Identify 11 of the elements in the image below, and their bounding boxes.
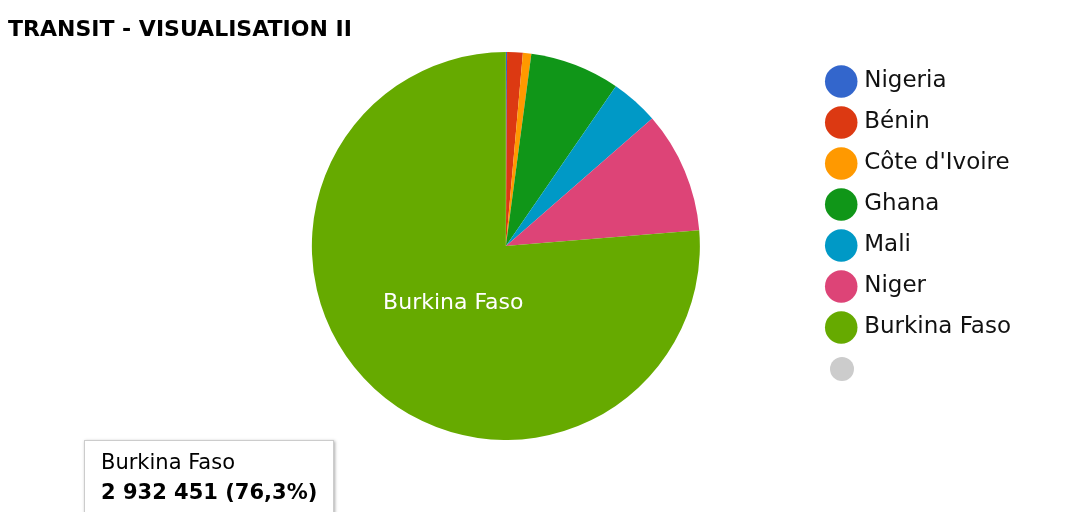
legend-label: Nigeria — [864, 66, 947, 93]
legend-label: Côte d'Ivoire — [864, 148, 1010, 175]
text: Burkina Faso — [101, 449, 236, 476]
legend-label: Burkina Faso — [864, 312, 1012, 339]
legend-label: Niger — [864, 271, 927, 298]
text: 2 932 451 (76,3%) — [101, 479, 318, 506]
slice-label: Burkina Faso — [383, 288, 524, 314]
chart-title: TRANSIT - VISUALISATION II — [8, 16, 352, 41]
legend-label: Mali — [864, 230, 911, 257]
legend-label: Bénin — [864, 107, 930, 134]
legend-label: Ghana — [864, 189, 940, 216]
